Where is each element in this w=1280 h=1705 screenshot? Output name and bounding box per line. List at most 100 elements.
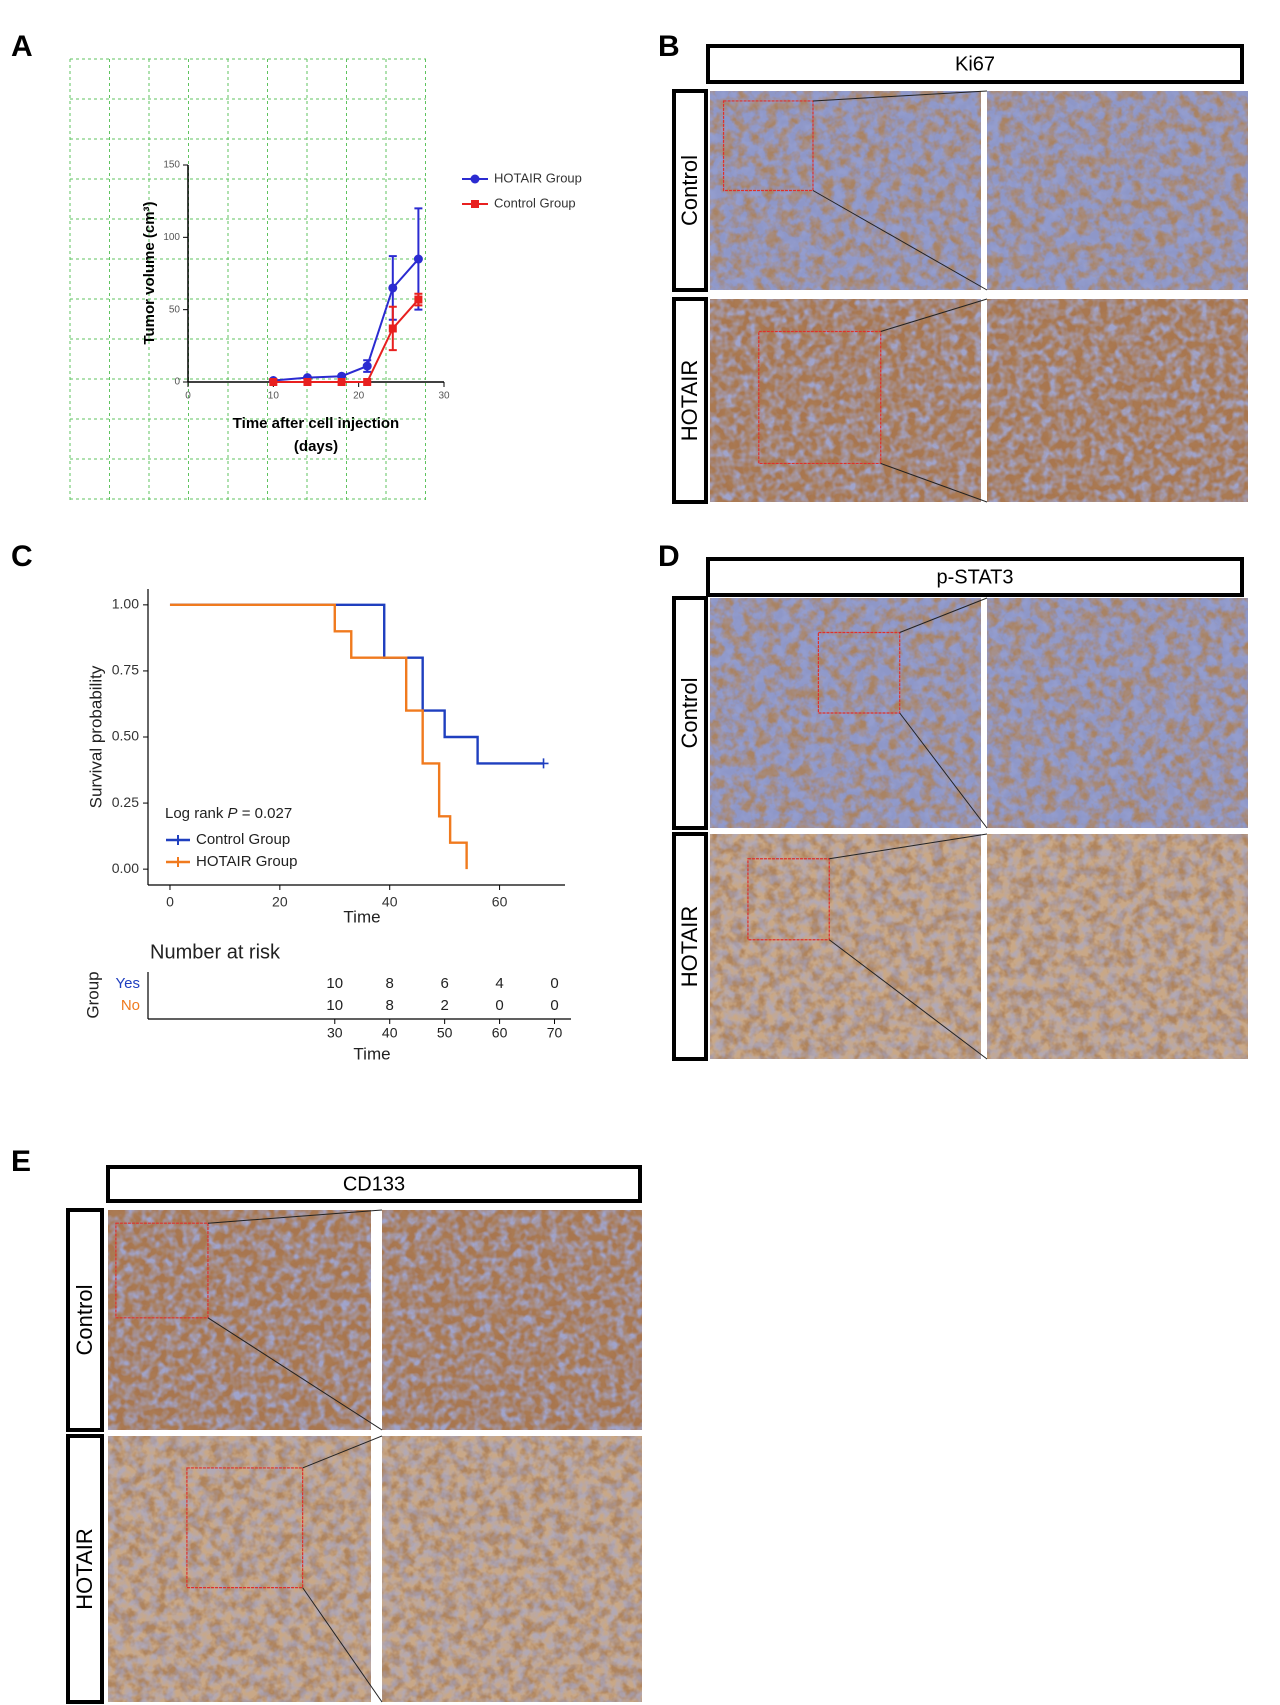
marker — [388, 283, 398, 293]
header-box — [106, 1165, 642, 1203]
zoom-box — [817, 631, 901, 714]
survival-curve — [169, 603, 544, 765]
zoom-line — [302, 1435, 383, 1469]
risk-table-tick-label: 60 — [492, 1025, 508, 1041]
row-label: Control — [677, 678, 702, 749]
x-axis-label: (days) — [294, 438, 338, 455]
zoom-line — [828, 939, 988, 1060]
row-label-box — [672, 89, 708, 292]
row-label-box — [672, 297, 708, 504]
x-tick-label: 30 — [438, 391, 450, 402]
legend-marker — [471, 200, 479, 208]
legend-label: Control Group — [494, 195, 576, 210]
annotation-part: P — [228, 805, 238, 822]
micrograph-overview-texture — [108, 1210, 371, 1430]
panel-letter: E — [11, 1145, 31, 1178]
row-label: Control — [677, 155, 702, 226]
risk-count: 10 — [326, 997, 343, 1014]
zoom-line — [812, 190, 988, 291]
marker — [363, 378, 372, 386]
annotation-part: = 0.027 — [238, 805, 293, 822]
y-tick-label: 0.00 — [112, 860, 139, 876]
legend-label: HOTAIR Group — [494, 170, 582, 185]
legend-label: Control Group — [196, 831, 290, 848]
risk-table-title: Number at risk — [150, 941, 281, 963]
zoom-line — [899, 712, 988, 829]
risk-table-y-label: Group — [83, 971, 102, 1018]
risk-count: 2 — [440, 997, 448, 1014]
zoom-box — [115, 1222, 209, 1319]
x-tick-label: 0 — [166, 894, 174, 910]
x-tick-label: 40 — [382, 894, 398, 910]
risk-table-group: No — [121, 997, 140, 1014]
panel-letter: B — [658, 30, 680, 63]
header-box — [706, 44, 1244, 84]
risk-count: 10 — [326, 975, 343, 992]
marker — [269, 378, 278, 386]
micrograph-zoom-texture — [382, 1210, 642, 1430]
risk-count: 4 — [495, 975, 503, 992]
y-tick-label: 0.50 — [112, 728, 139, 744]
legend-label: HOTAIR Group — [196, 853, 297, 870]
panel-letter: C — [11, 540, 33, 573]
zoom-line — [880, 298, 988, 332]
zoom-box — [747, 858, 830, 941]
marker — [414, 295, 423, 304]
x-tick-label: 60 — [492, 894, 508, 910]
risk-count: 6 — [440, 975, 448, 992]
micrograph-zoom-texture — [987, 91, 1248, 290]
zoom-line — [812, 90, 988, 102]
x-tick-label: 10 — [268, 391, 280, 402]
panel-letter: A — [11, 30, 33, 63]
marker — [337, 378, 346, 386]
risk-count: 8 — [386, 997, 394, 1014]
survival-curve — [169, 603, 468, 870]
x-tick-label: 0 — [185, 391, 191, 402]
risk-table-group: Yes — [116, 975, 140, 992]
panel-letter: D — [658, 540, 680, 573]
legend-marker — [470, 174, 480, 184]
micrograph-zoom-texture — [987, 299, 1248, 502]
y-tick-label: 1.00 — [112, 596, 139, 612]
series-line — [273, 298, 420, 383]
x-tick-label: 20 — [353, 391, 365, 402]
zoom-line — [880, 462, 988, 503]
zoom-line — [207, 1209, 383, 1224]
x-axis-label: Time — [343, 907, 380, 926]
x-axis-label: Time after cell injection — [233, 415, 399, 432]
header-label: CD133 — [343, 1173, 405, 1195]
annotation: Log rank P = 0.027 — [165, 805, 292, 822]
risk-count: 0 — [495, 997, 503, 1014]
row-label: HOTAIR — [72, 1528, 97, 1609]
y-tick-label: 100 — [163, 232, 180, 243]
zoom-line — [207, 1317, 383, 1431]
risk-count: 0 — [550, 997, 558, 1014]
marker — [388, 324, 397, 333]
micrograph-zoom-texture — [987, 598, 1248, 828]
row-label: HOTAIR — [677, 906, 702, 987]
zoom-box — [186, 1467, 304, 1589]
row-label: Control — [72, 1285, 97, 1356]
row-label-box — [672, 832, 708, 1061]
risk-table-tick-label: 30 — [327, 1025, 343, 1041]
y-axis-label: Tumor volume (cm³) — [141, 201, 158, 344]
risk-table-tick-label: 70 — [547, 1025, 563, 1041]
row-label-box — [66, 1434, 104, 1704]
micrograph-overview-texture — [710, 834, 981, 1059]
header-label: Ki67 — [955, 53, 995, 75]
y-axis-label: Survival probability — [86, 665, 105, 808]
micrograph-overview-texture — [710, 299, 981, 502]
risk-table-tick-label: 50 — [437, 1025, 453, 1041]
marker — [362, 361, 372, 371]
marker — [303, 378, 312, 386]
risk-table-tick-label: 40 — [382, 1025, 398, 1041]
row-label: HOTAIR — [677, 360, 702, 441]
series-line — [273, 258, 420, 382]
marker — [413, 254, 423, 264]
y-tick-label: 150 — [163, 160, 180, 171]
risk-count: 0 — [550, 975, 558, 992]
row-label-box — [66, 1208, 104, 1432]
micrograph-zoom-texture — [987, 834, 1248, 1059]
